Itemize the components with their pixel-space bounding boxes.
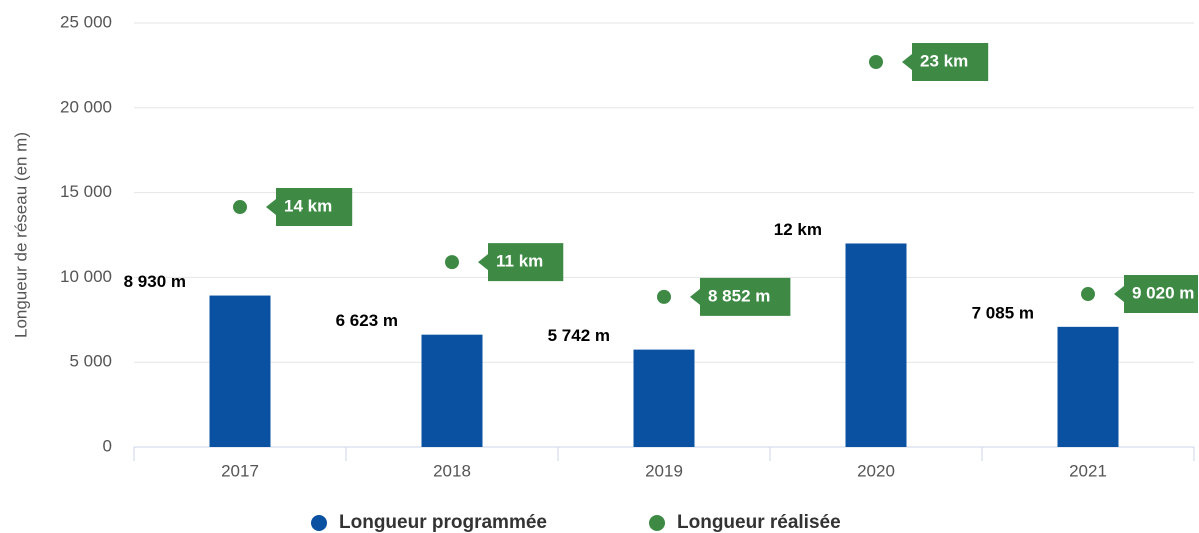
bar [209,295,271,447]
label-box [478,243,564,282]
legend-label: Longueur réalisée [677,512,841,533]
y-tick-label: 10 000 [60,267,112,286]
x-tick-label: 2020 [857,461,895,480]
legend-marker [649,515,665,531]
y-axis-label: Longueur de réseau (en m) [11,132,30,338]
point [233,200,247,215]
x-tick-label: 2021 [1069,461,1107,480]
bar-label: 12 km [774,220,822,239]
bar [1057,326,1119,447]
bar [633,349,695,447]
legend-label: Longueur programmée [339,512,547,533]
point-label: 8 852 m [708,286,770,305]
bar-label: 6 623 m [336,311,398,330]
label-box [690,277,791,316]
point-label: 14 km [284,197,332,216]
x-tick-label: 2017 [221,461,259,480]
legend-marker [311,515,327,531]
y-tick-label: 5 000 [69,352,112,371]
label-box [902,43,989,82]
label-box [1114,275,1198,314]
y-tick-label: 0 [103,436,112,455]
x-tick-label: 2019 [645,461,683,480]
label-box [266,188,353,227]
x-tick-label: 2018 [433,461,471,480]
y-tick-label: 20 000 [60,97,112,116]
bar-label: 7 085 m [972,303,1034,322]
point [445,255,459,270]
point [869,55,883,70]
bar-label: 8 930 m [124,272,186,291]
point [1081,287,1095,302]
bar-label: 5 742 m [548,326,610,345]
bar [421,334,483,447]
y-tick-label: 25 000 [60,12,112,31]
y-tick-label: 15 000 [60,182,112,201]
point [657,289,671,304]
point-label: 9 020 m [1132,284,1194,303]
bar [845,243,907,447]
point-label: 23 km [920,51,968,70]
point-label: 11 km [496,252,543,271]
